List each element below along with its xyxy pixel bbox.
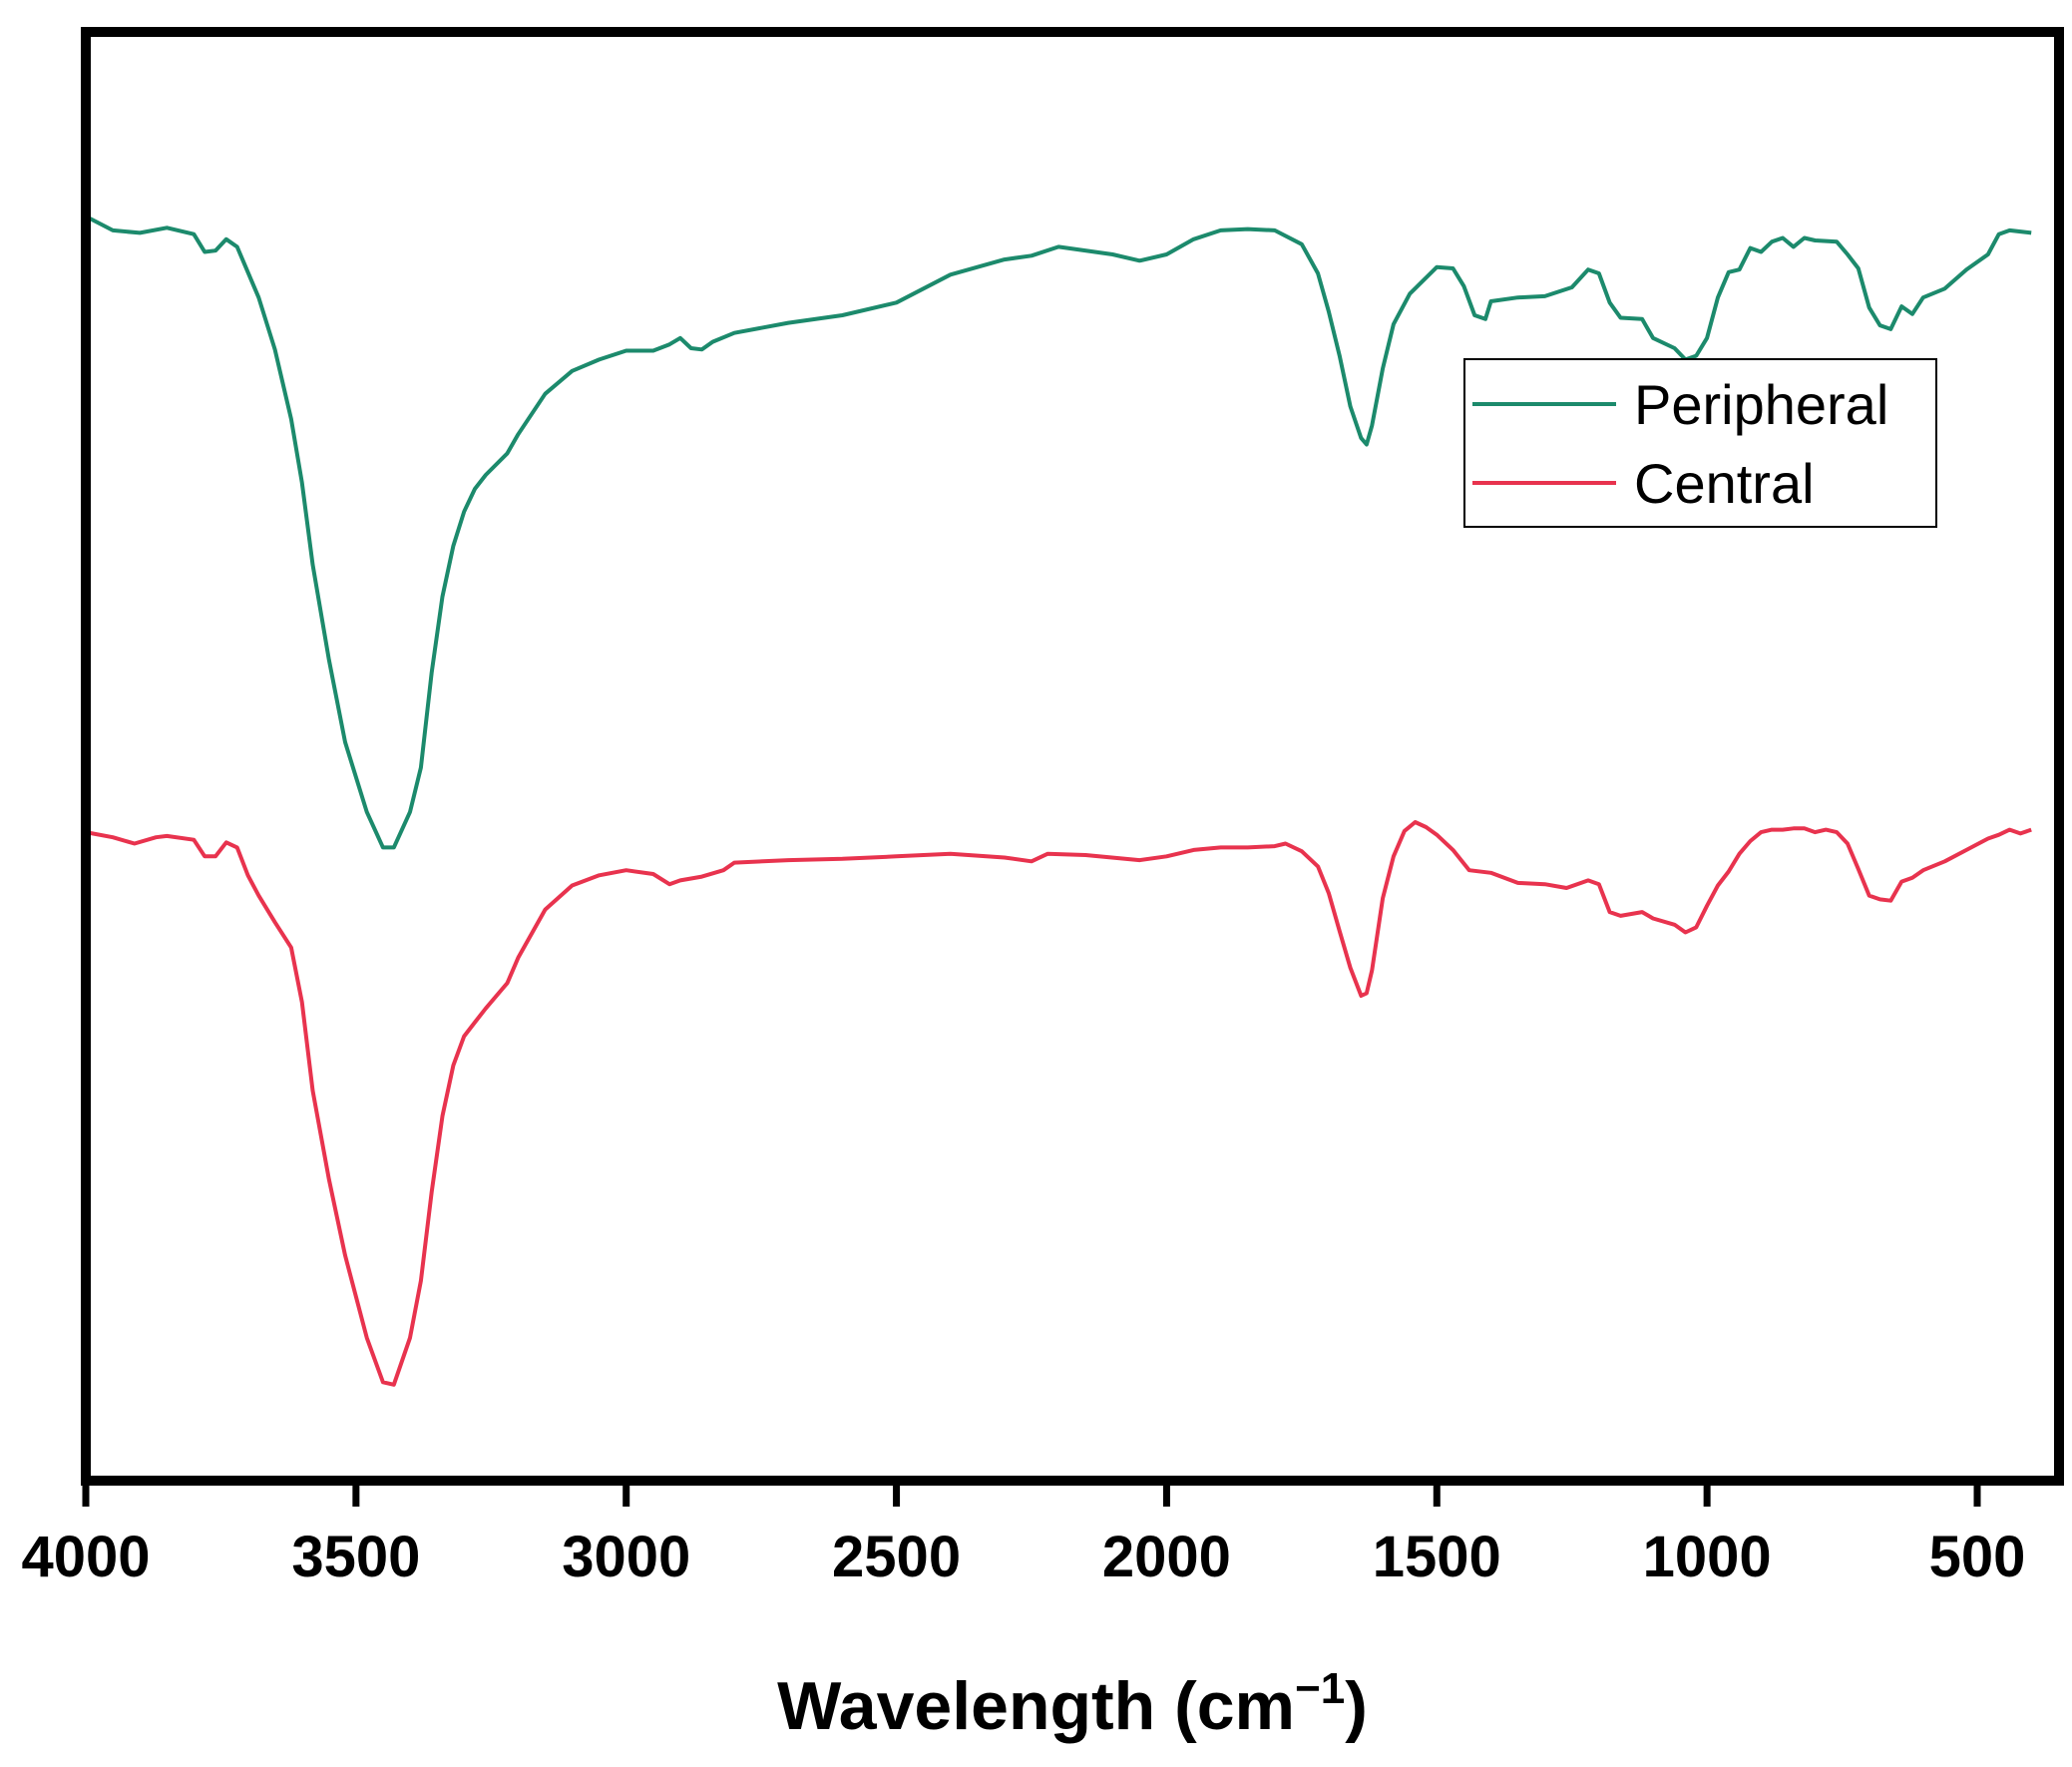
x-tick-label-500: 500: [1929, 1525, 2026, 1589]
series-line-central: [85, 820, 2032, 1387]
x-axis-ticks: 4000 3500 3000 2500 2000 1500 1000 500: [21, 1481, 2025, 1589]
x-tick-label-1500: 1500: [1373, 1525, 1501, 1589]
legend: Peripheral Central: [1463, 358, 1937, 528]
x-axis-title-main: Wavelength (cm: [777, 1668, 1295, 1744]
x-tick-label-3500: 3500: [291, 1525, 420, 1589]
plot-frame: [81, 27, 2064, 1486]
x-tick-label-3000: 3000: [562, 1525, 690, 1589]
x-tick-label-2000: 2000: [1102, 1525, 1231, 1589]
x-axis-title-close: ): [1345, 1668, 1368, 1744]
series-line-peripheral: [85, 215, 2032, 850]
x-axis-title-superscript: −1: [1295, 1664, 1345, 1713]
legend-box: [1463, 358, 1937, 528]
x-axis-title: Wavelength (cm−1): [777, 1664, 1368, 1744]
legend-label-central: Central: [1634, 452, 1815, 515]
legend-label-peripheral: Peripheral: [1634, 373, 1888, 436]
x-tick-label-1000: 1000: [1643, 1525, 1772, 1589]
series-layer: [85, 215, 2032, 1387]
x-tick-label-4000: 4000: [21, 1525, 150, 1589]
x-tick-label-2500: 2500: [832, 1525, 961, 1589]
